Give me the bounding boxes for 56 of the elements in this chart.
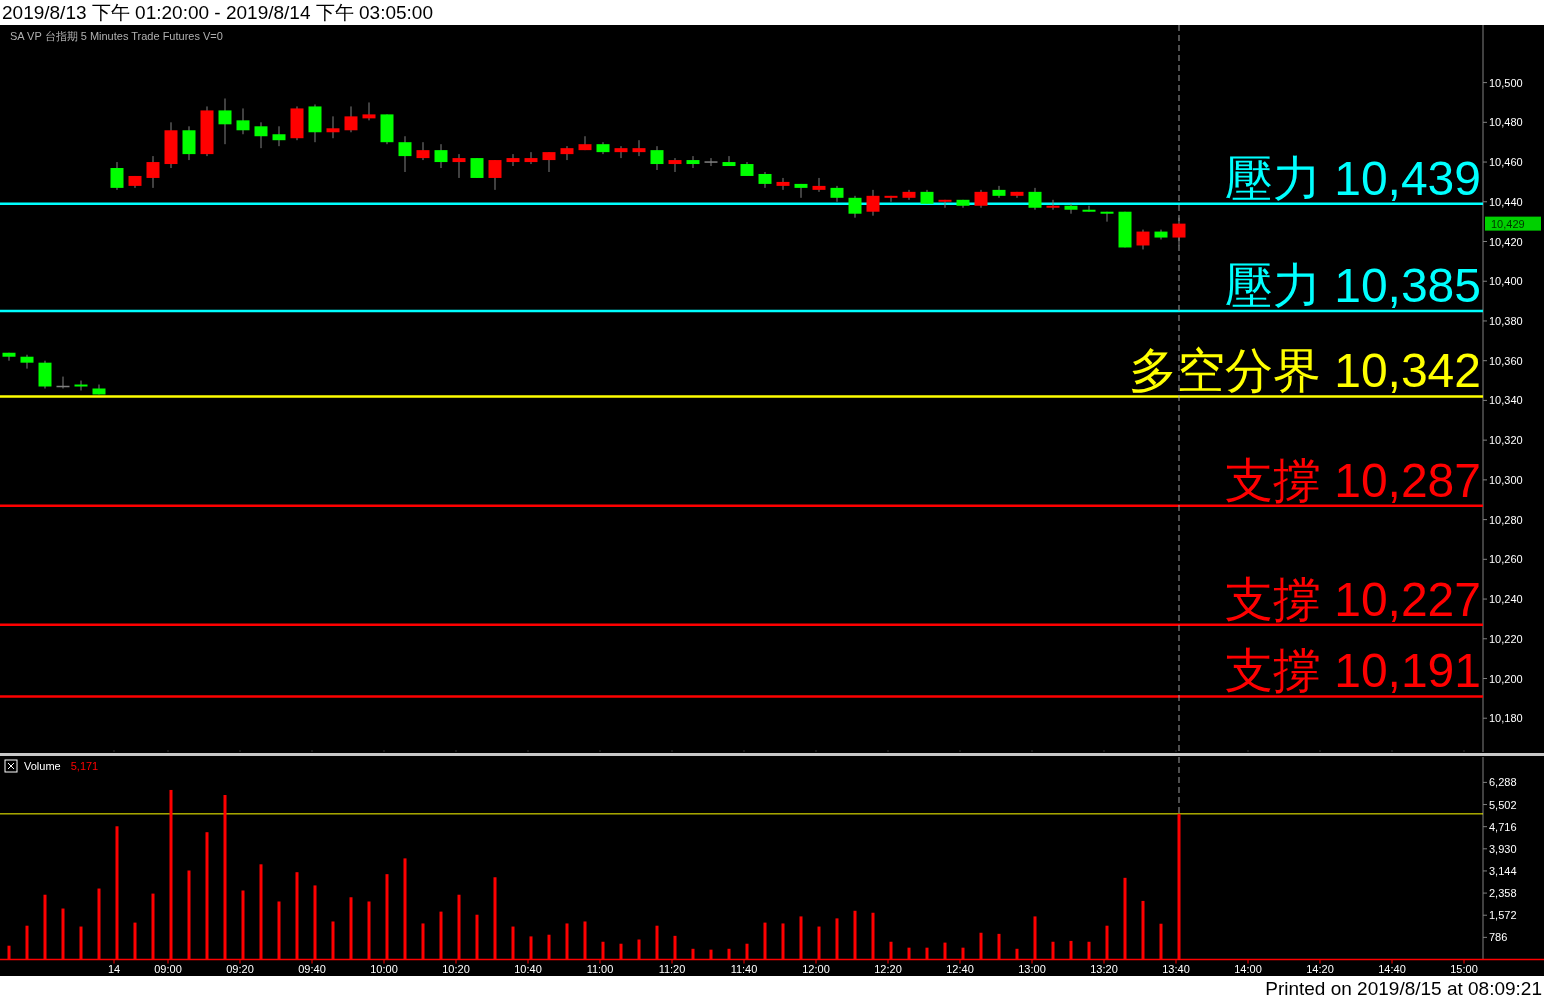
y-tick-label: 786 bbox=[1489, 931, 1508, 944]
y-tick-label: 10,320 bbox=[1489, 434, 1523, 447]
x-tick-label: 13:00 bbox=[1018, 962, 1046, 975]
x-tick-label: 09:40 bbox=[298, 962, 326, 975]
y-tick-label: 10,240 bbox=[1489, 593, 1523, 606]
chart-title: 2019/8/13 下午 01:20:00 - 2019/8/14 下午 03:05:00 bbox=[2, 2, 433, 23]
x-tick-label: 14 bbox=[107, 962, 121, 975]
y-tick-label: 10,500 bbox=[1489, 76, 1523, 89]
ref-line-label: 支撐 10,227 bbox=[1224, 572, 1481, 626]
y-tick-label: 10,460 bbox=[1489, 156, 1523, 169]
text: Printed on 2019/8/15 at 08:09:21 bbox=[1265, 978, 1542, 999]
y-tick-label: 1,572 bbox=[1489, 909, 1517, 922]
y-tick-label: 2,358 bbox=[1489, 887, 1517, 900]
x-tick-label: 10:40 bbox=[514, 962, 542, 975]
x-tick-label: 12:20 bbox=[874, 962, 902, 975]
y-tick-label: 10,420 bbox=[1489, 235, 1523, 248]
ref-line-label: 支撐 10,287 bbox=[1224, 453, 1481, 507]
ref-line-label: 多空分界 10,342 bbox=[1128, 344, 1481, 398]
y-tick-label: 10,400 bbox=[1489, 275, 1523, 288]
x-tick-label: 09:20 bbox=[226, 962, 254, 975]
ref-line-label: 壓力 10,439 bbox=[1224, 151, 1481, 205]
x-tick-label: 11:00 bbox=[586, 962, 614, 975]
y-tick-label: 10,200 bbox=[1489, 672, 1523, 685]
y-tick-label: 10,260 bbox=[1489, 553, 1523, 566]
y-tick-label: 10,480 bbox=[1489, 116, 1523, 129]
x-tick-label: 10:20 bbox=[442, 962, 470, 975]
x-tick-label: 13:20 bbox=[1090, 962, 1118, 975]
x-tick-label: 12:40 bbox=[946, 962, 974, 975]
x-tick-label: 14:20 bbox=[1306, 962, 1334, 975]
y-tick-label: 10,280 bbox=[1489, 513, 1523, 526]
text: SA VP 台指期 5 Minutes Trade Futures V=0 bbox=[10, 30, 223, 42]
y-tick-label: 10,440 bbox=[1489, 195, 1523, 208]
x-tick-label: 12:00 bbox=[802, 962, 830, 975]
y-tick-label: 10,300 bbox=[1489, 473, 1523, 486]
y-tick-label: 4,716 bbox=[1489, 820, 1517, 833]
y-tick-label: 10,360 bbox=[1489, 354, 1523, 367]
x-tick-label: 13:40 bbox=[1162, 962, 1190, 975]
y-tick-label: 3,144 bbox=[1489, 864, 1517, 877]
chart-title: Volume bbox=[24, 760, 61, 772]
x-tick-label: 15:00 bbox=[1450, 962, 1478, 975]
y-tick-label: 10,180 bbox=[1489, 712, 1523, 725]
y-tick-label: 3,930 bbox=[1489, 842, 1517, 855]
y-tick-label: 5,502 bbox=[1489, 798, 1517, 811]
y-tick-label: 10,340 bbox=[1489, 394, 1523, 407]
ref-line-label: 壓力 10,385 bbox=[1224, 259, 1481, 313]
x-tick-label: 10:00 bbox=[370, 962, 398, 975]
annotation: 5,171 bbox=[70, 760, 99, 772]
x-tick-label: 11:20 bbox=[658, 962, 686, 975]
x-tick-label: 14:40 bbox=[1378, 962, 1406, 975]
y-tick-label: 6,288 bbox=[1489, 776, 1517, 789]
y-tick-label: 10,380 bbox=[1489, 314, 1523, 327]
ref-line-label: 支撐 10,191 bbox=[1224, 644, 1481, 698]
x-tick-label: 11:40 bbox=[730, 962, 758, 975]
y-tick-label: 10,220 bbox=[1489, 632, 1523, 645]
x-tick-label: 09:00 bbox=[154, 962, 182, 975]
x-tick-label: 14:00 bbox=[1234, 962, 1262, 975]
